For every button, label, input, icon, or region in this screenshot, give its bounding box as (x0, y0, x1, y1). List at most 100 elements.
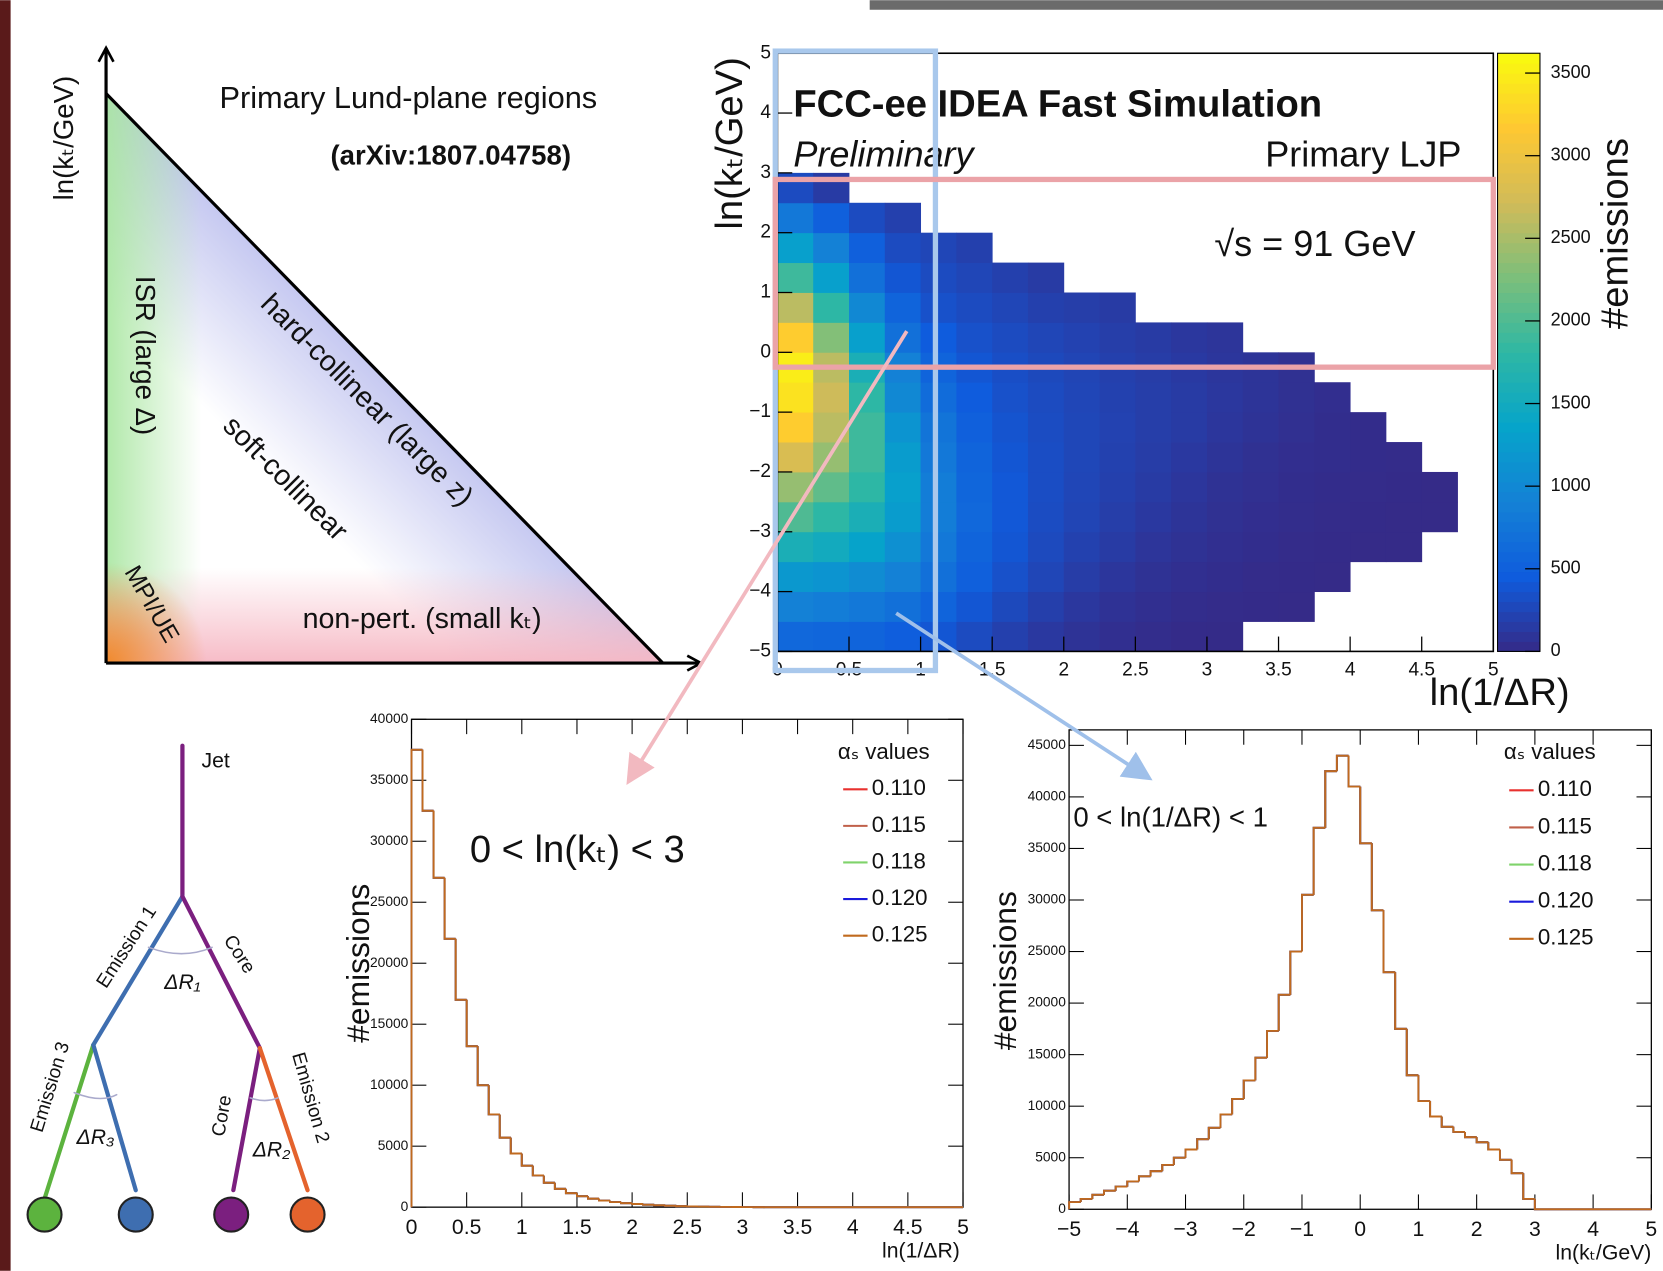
heatmap-cell (1027, 531, 1065, 563)
legend-label: 0.115 (872, 812, 926, 837)
heatmap-cell (1242, 561, 1279, 593)
jet-tree (26, 743, 326, 1233)
heatmap-cell (848, 292, 886, 323)
heatmap-cell (956, 621, 993, 652)
colorbar-slice (1497, 272, 1540, 284)
histogram-bin (1207, 1126, 1221, 1140)
y-tick-label: 25000 (1028, 943, 1067, 958)
heatmap-cell (813, 501, 850, 533)
heatmap-cell (992, 531, 1029, 563)
y-tick-label: 5000 (1035, 1149, 1066, 1164)
x-tick-label: −3 (1173, 1218, 1197, 1241)
colorbar-tick-label: 2000 (1551, 310, 1591, 330)
histogram-bin (1184, 1148, 1198, 1158)
histogram-bin (443, 877, 456, 940)
heatmap-cell (777, 621, 814, 652)
heatmap-cell (777, 322, 814, 353)
heatmap-cell (1242, 501, 1279, 533)
heatmap-cell (992, 322, 1029, 353)
heatmap-cell (1206, 531, 1244, 563)
heatmap-cell (1099, 292, 1136, 323)
heatmap-cell (920, 531, 957, 563)
colorbar-slice (1497, 521, 1540, 533)
heatmap-cell (992, 412, 1029, 443)
colorbar-slice (1497, 372, 1540, 383)
y-tick-label: 4 (760, 102, 771, 123)
histogram-bin (1114, 1185, 1128, 1191)
histogram-bin (1277, 993, 1291, 1031)
y-tick-label: −3 (749, 521, 771, 542)
x-tick-label: 0.5 (452, 1216, 481, 1239)
histogram-bin (1498, 1149, 1512, 1161)
x-tick-label: 1 (1413, 1218, 1425, 1241)
colorbar-slice (1497, 342, 1540, 353)
legend-label: 0.110 (1538, 776, 1592, 801)
heatmap-cell (1135, 442, 1172, 473)
heatmap-cell (956, 531, 993, 563)
heatmap-cell (920, 322, 957, 353)
tree-label: Emission 3 (27, 1039, 74, 1134)
heatmap-cell (992, 591, 1029, 622)
histogram-bin (1312, 826, 1326, 895)
histogram-bin (1254, 1056, 1268, 1081)
heatmap-cell (956, 292, 993, 323)
heatmap-cell (1314, 531, 1351, 563)
histogram-bin (465, 999, 478, 1048)
x-tick-label: 5 (1488, 660, 1499, 681)
heatmap-cell (1099, 412, 1136, 443)
lund-diagram: ln(kₜ/GeV) Primary Lund-plane regions (a… (48, 45, 704, 672)
colorbar-tick-label: 2500 (1551, 227, 1591, 247)
heatmap-cell (1099, 322, 1136, 353)
heatmap-cell (813, 561, 850, 593)
heatmap-cell (848, 471, 886, 503)
heatmap-cell (1314, 442, 1351, 473)
colorbar-slice (1497, 551, 1540, 563)
histogram-bin (1172, 1156, 1186, 1165)
histogram-bin (1149, 1170, 1163, 1177)
x-axis-label: ln(kₜ/GeV) (1556, 1241, 1652, 1264)
colorbar-slice (1497, 113, 1540, 124)
histogram-bin (620, 1202, 633, 1205)
colorbar-slice (1497, 402, 1540, 413)
y-tick-label: 25000 (370, 894, 409, 909)
heatmap-cell (956, 561, 993, 593)
heatmap-cell (1242, 531, 1279, 563)
heatmap-cell (956, 412, 993, 443)
y-tick-label: 45000 (1028, 737, 1067, 752)
histogram-bin (587, 1196, 600, 1200)
heatmap-cell (1242, 471, 1279, 503)
heatmap-cell (777, 591, 814, 622)
histogram-bin (642, 1203, 655, 1206)
x-tick-label: 2 (1471, 1218, 1483, 1241)
heatmap-cell (1350, 412, 1387, 443)
histogram-bin (509, 1137, 522, 1155)
heatmap-cell (920, 471, 957, 503)
colorbar-slice (1497, 312, 1540, 323)
annotation: Primary LJP (1265, 134, 1461, 175)
heatmap-cell (992, 561, 1029, 593)
histogram-bin (531, 1165, 544, 1177)
x-tick-label: 4 (1587, 1218, 1599, 1241)
histogram-bin (1487, 1142, 1500, 1151)
colorbar-slice (1497, 571, 1540, 583)
slide-edge (0, 0, 11, 1271)
heatmap-cell (1135, 471, 1172, 503)
heatmap-cell (1099, 501, 1136, 533)
heatmap-cell (848, 621, 886, 652)
heatmap-cell (1027, 591, 1065, 622)
heatmap-cell (1171, 561, 1208, 593)
heatmap-cell (777, 262, 814, 293)
heatmap-cell (1314, 561, 1351, 593)
colorbar-slice (1497, 511, 1540, 523)
x-tick-label: 5 (1645, 1218, 1657, 1241)
colorbar-slice (1497, 83, 1540, 94)
colorbar-slice (1497, 362, 1540, 373)
heatmap-cell (884, 292, 922, 323)
heatmap-cell (777, 442, 814, 473)
colorbar-tick-label: 1500 (1551, 392, 1591, 412)
y-tick-label: 20000 (370, 955, 409, 970)
histogram-bin (1452, 1126, 1466, 1133)
heatmap-cell (1206, 412, 1244, 443)
histogram-bin (454, 938, 467, 1001)
